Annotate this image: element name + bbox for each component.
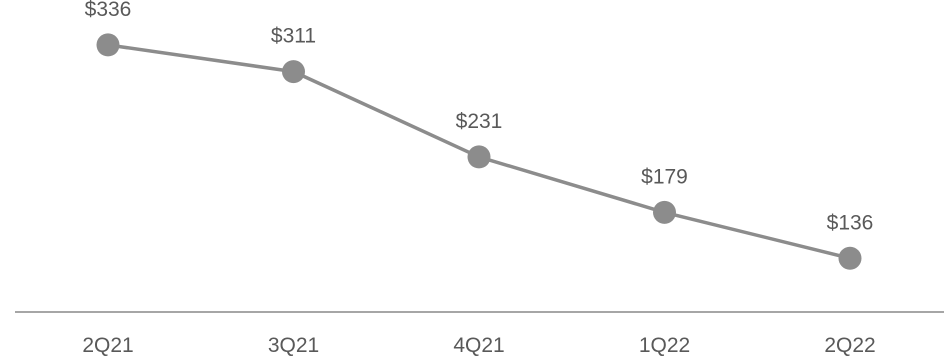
x-tick-label-2q21: 2Q21: [82, 334, 133, 357]
x-tick-label-4q21: 4Q21: [453, 334, 504, 357]
data-label-1q22: $179: [641, 165, 688, 188]
x-tick-label-1q22: 1Q22: [639, 334, 690, 357]
data-label-3q21: $311: [271, 25, 316, 48]
data-point-1q22: [653, 200, 676, 224]
data-labels-group: $336 $311 $231 $179 $136: [85, 0, 874, 234]
x-tick-labels-group: 2Q21 3Q21 4Q21 1Q22 2Q22: [82, 334, 875, 357]
x-tick-label-3q21: 3Q21: [268, 334, 319, 357]
markers-group: [96, 33, 862, 270]
data-point-4q21: [467, 145, 491, 169]
data-point-2q21: [96, 33, 120, 57]
data-label-2q21: $336: [85, 0, 132, 21]
x-tick-label-2q22: 2Q22: [824, 334, 875, 357]
data-point-2q22: [838, 246, 862, 270]
data-label-2q22: $136: [827, 211, 874, 234]
data-point-3q21: [282, 60, 305, 84]
data-label-4q21: $231: [456, 110, 503, 133]
